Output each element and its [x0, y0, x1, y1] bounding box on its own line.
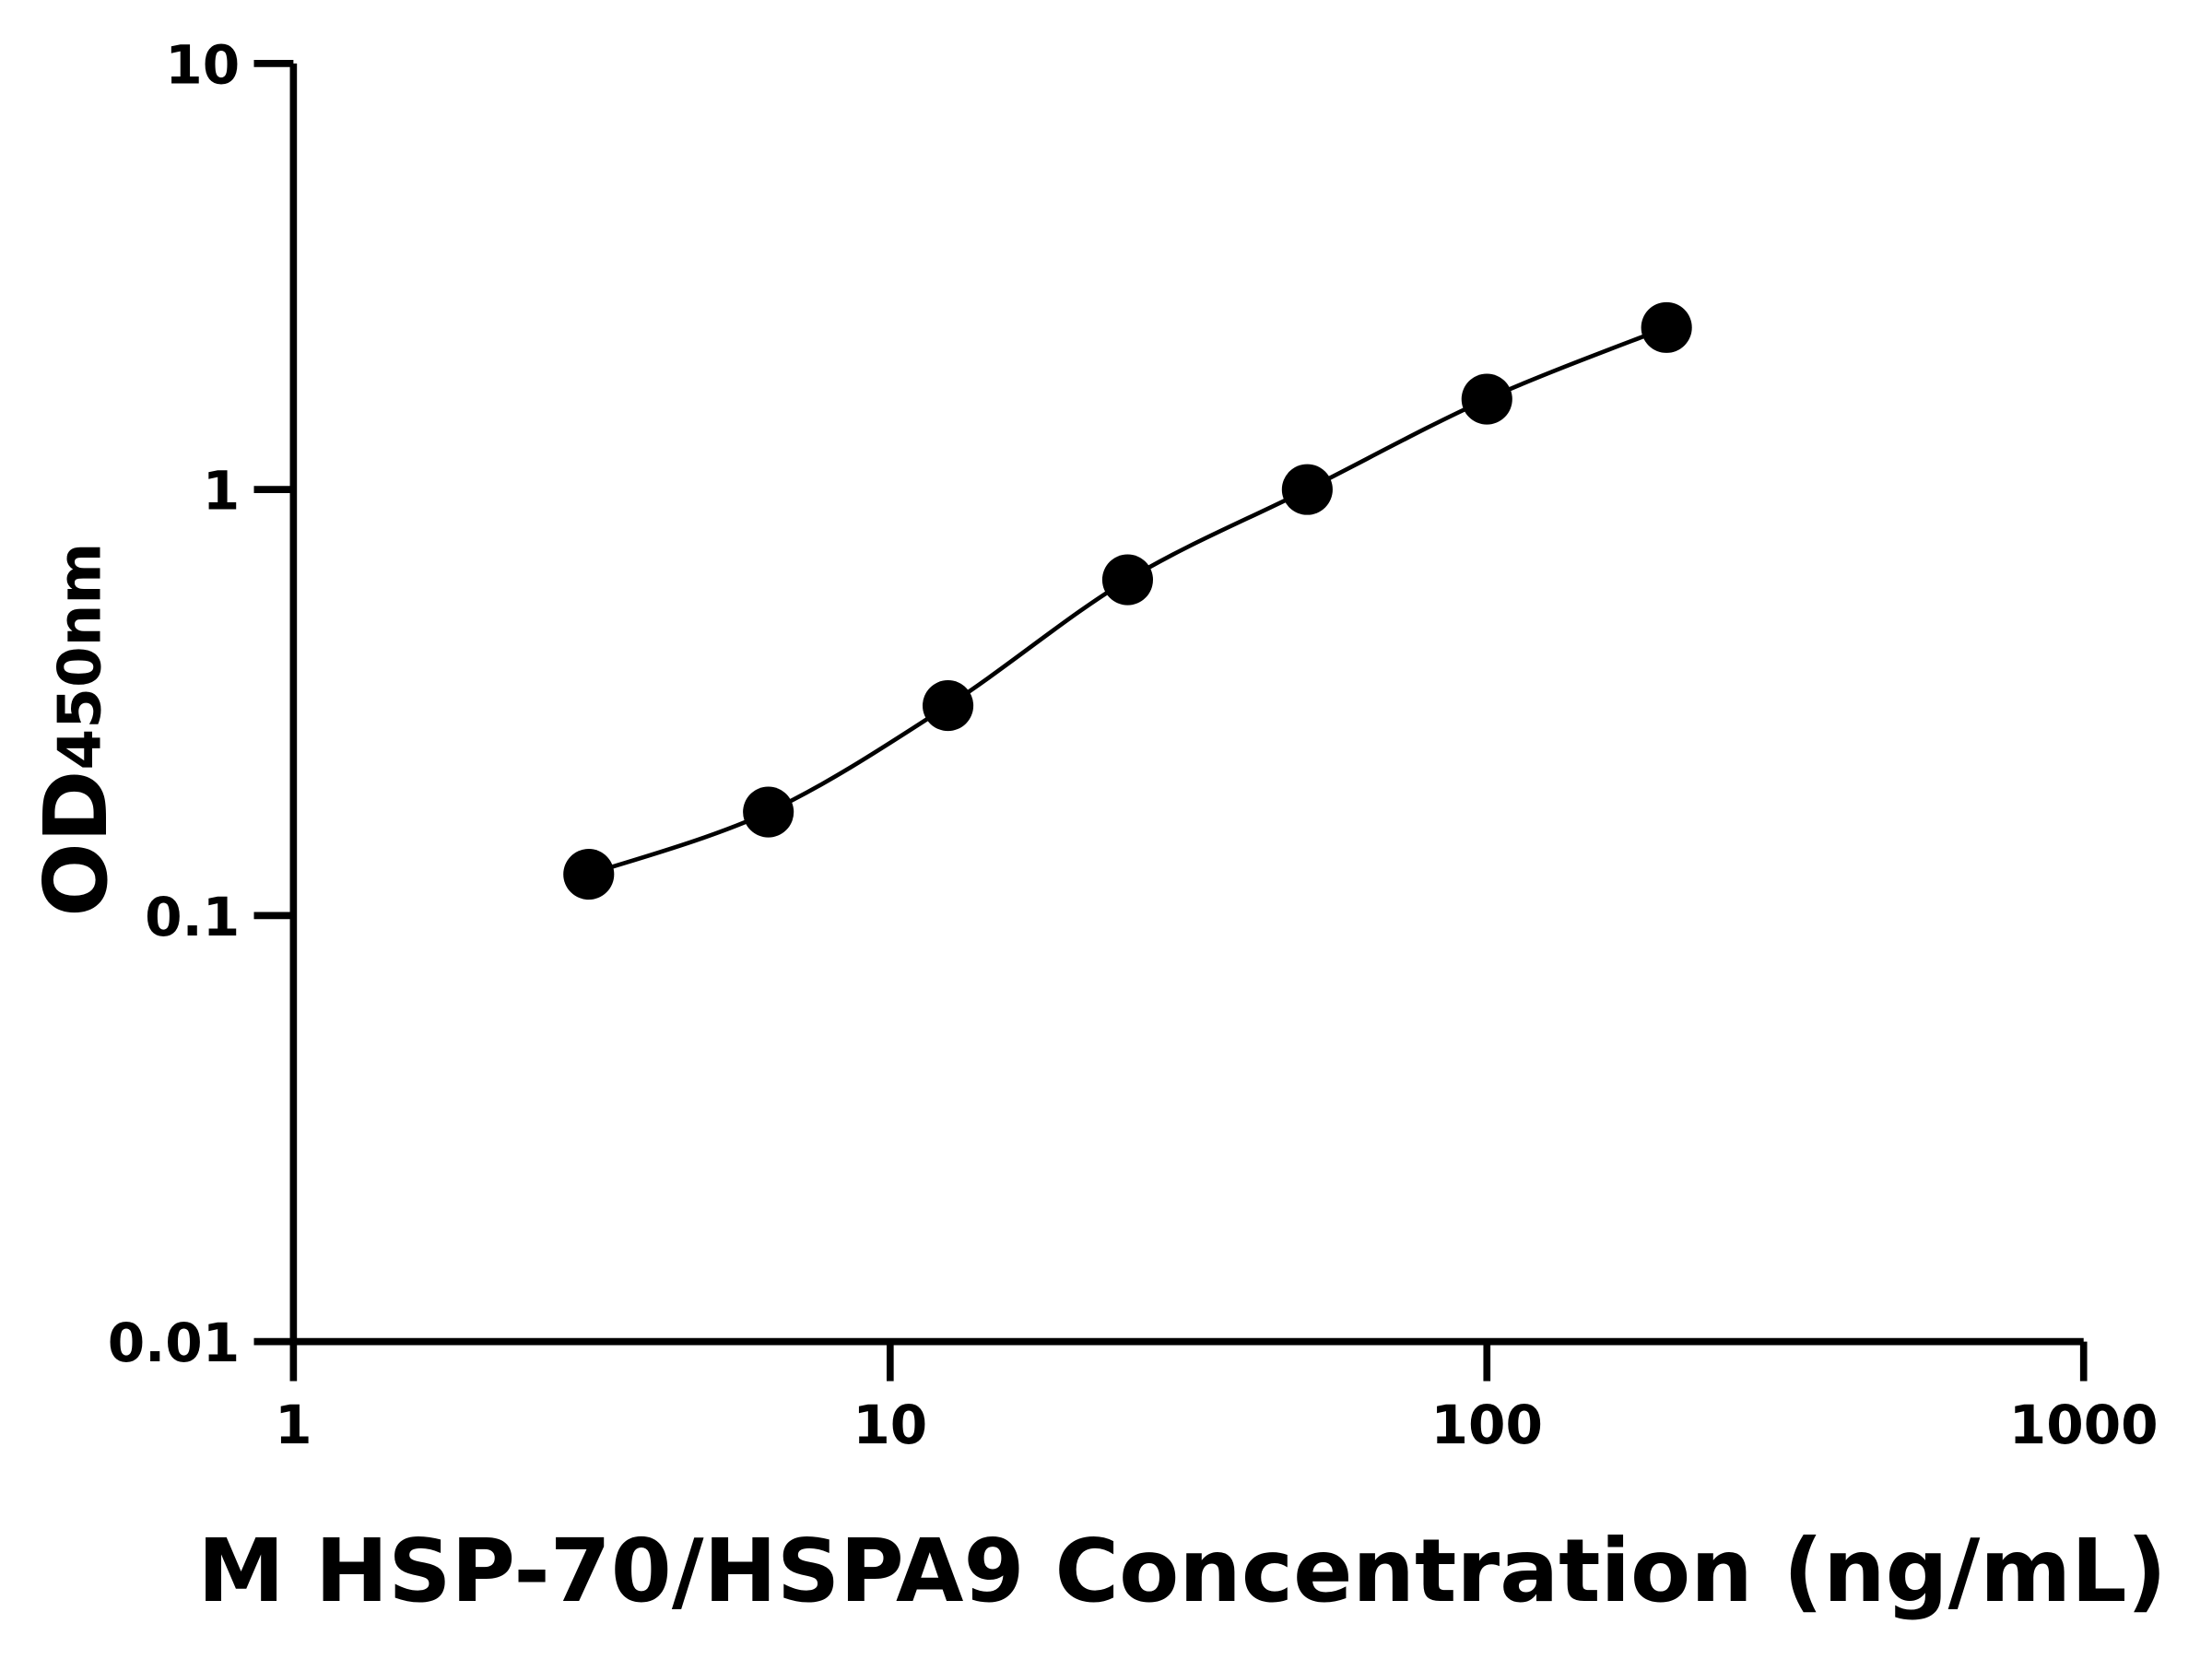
y-tick-label: 10: [165, 33, 240, 96]
data-point: [1461, 373, 1512, 425]
data-point: [1101, 554, 1154, 606]
y-axis-label-main: OD: [26, 770, 127, 916]
y-axis-label: OD450nm: [26, 543, 127, 917]
x-tick-label: 10: [853, 1394, 927, 1456]
x-tick-label: 100: [1431, 1394, 1543, 1456]
data-point: [743, 786, 794, 838]
y-axis-label-sub: 450nm: [46, 543, 115, 771]
x-tick-label: 1: [275, 1394, 312, 1456]
y-tick-label: 1: [203, 460, 240, 523]
x-axis-label: M HSP-70/HSPA9 Concentration (ng/mL): [197, 1521, 2167, 1622]
data-point: [923, 680, 974, 732]
data-point: [1641, 301, 1692, 353]
y-tick-label: 0.01: [108, 1312, 241, 1374]
x-tick-label: 1000: [2009, 1394, 2159, 1456]
y-tick-label: 0.1: [145, 886, 240, 948]
data-point: [563, 849, 615, 900]
data-point: [1281, 464, 1333, 515]
